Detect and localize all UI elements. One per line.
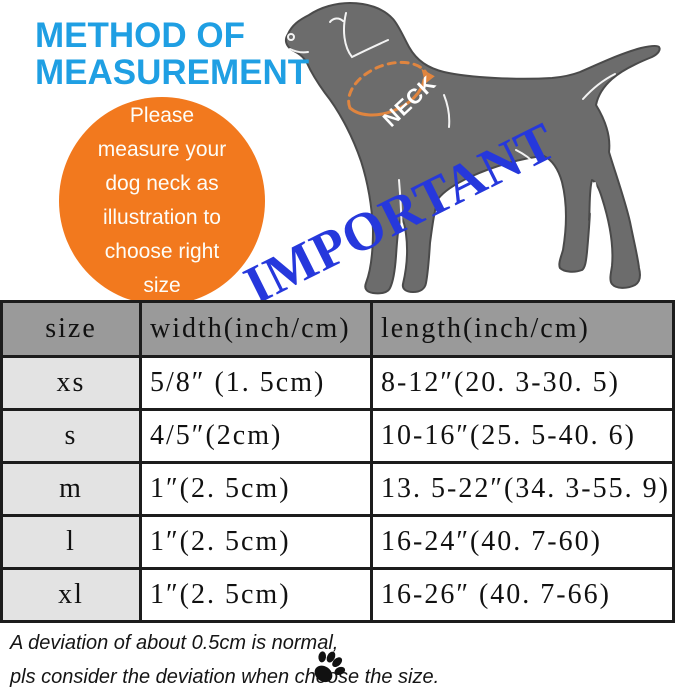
instruction-line: illustration to <box>103 206 221 229</box>
header-width: width(inch/cm) <box>139 300 373 358</box>
length-cell: 16-26″ (40. 7-66) <box>370 567 675 623</box>
instruction-circle: Please measure your dog neck as illustra… <box>59 97 265 305</box>
size-cell: m <box>0 461 142 517</box>
header-length: length(inch/cm) <box>370 300 675 358</box>
size-cell: l <box>0 514 142 570</box>
paw-print-icon <box>314 651 346 683</box>
dog-illustration: NECK <box>284 2 661 295</box>
table-row: s 4/5″(2cm) 10-16″(25. 5-40. 6) <box>0 408 675 464</box>
size-cell: xs <box>0 355 142 411</box>
neck-measure-ellipse <box>347 60 430 117</box>
table-row: xl 1″(2. 5cm) 16-26″ (40. 7-66) <box>0 567 675 623</box>
header-size: size <box>0 300 142 358</box>
width-cell: 1″(2. 5cm) <box>139 514 373 570</box>
instruction-line: choose right <box>104 240 220 264</box>
neck-measure-dashed-arc <box>347 60 430 110</box>
dog-silhouette <box>284 2 661 295</box>
page-title-line1: METHOD OF <box>35 16 245 55</box>
size-cell: s <box>0 408 142 464</box>
size-cell: xl <box>0 567 142 623</box>
size-chart-table: size width(inch/cm) length(inch/cm) xs 5… <box>0 300 675 623</box>
dog-detail-lines <box>287 12 616 285</box>
width-cell: 5/8″ (1. 5cm) <box>139 355 373 411</box>
table-row: xs 5/8″ (1. 5cm) 8-12″(20. 3-30. 5) <box>0 355 675 411</box>
page-title: METHOD OF MEASUREMENT <box>35 16 310 92</box>
deviation-note-line1: A deviation of about 0.5cm is normal, <box>10 632 339 654</box>
length-cell: 16-24″(40. 7-60) <box>370 514 675 570</box>
instruction-line: dog neck as <box>105 171 219 195</box>
width-cell: 1″(2. 5cm) <box>139 461 373 517</box>
table-row: m 1″(2. 5cm) 13. 5-22″(34. 3-55. 9) <box>0 461 675 517</box>
neck-measure-solid-arc <box>348 78 426 117</box>
page-title-line2: MEASUREMENT <box>35 52 310 92</box>
length-cell: 13. 5-22″(34. 3-55. 9) <box>370 461 675 517</box>
deviation-note-line2: pls consider the deviation when choose t… <box>10 666 440 688</box>
instruction-line: measure your <box>97 137 227 161</box>
width-cell: 1″(2. 5cm) <box>139 567 373 623</box>
measure-arrowhead <box>421 68 435 84</box>
table-header-row: size width(inch/cm) length(inch/cm) <box>0 300 675 358</box>
length-cell: 10-16″(25. 5-40. 6) <box>370 408 675 464</box>
instruction-line: size <box>143 274 181 298</box>
table-row: l 1″(2. 5cm) 16-24″(40. 7-60) <box>0 514 675 570</box>
width-cell: 4/5″(2cm) <box>139 408 373 464</box>
length-cell: 8-12″(20. 3-30. 5) <box>370 355 675 411</box>
instruction-line: Please <box>129 103 195 127</box>
